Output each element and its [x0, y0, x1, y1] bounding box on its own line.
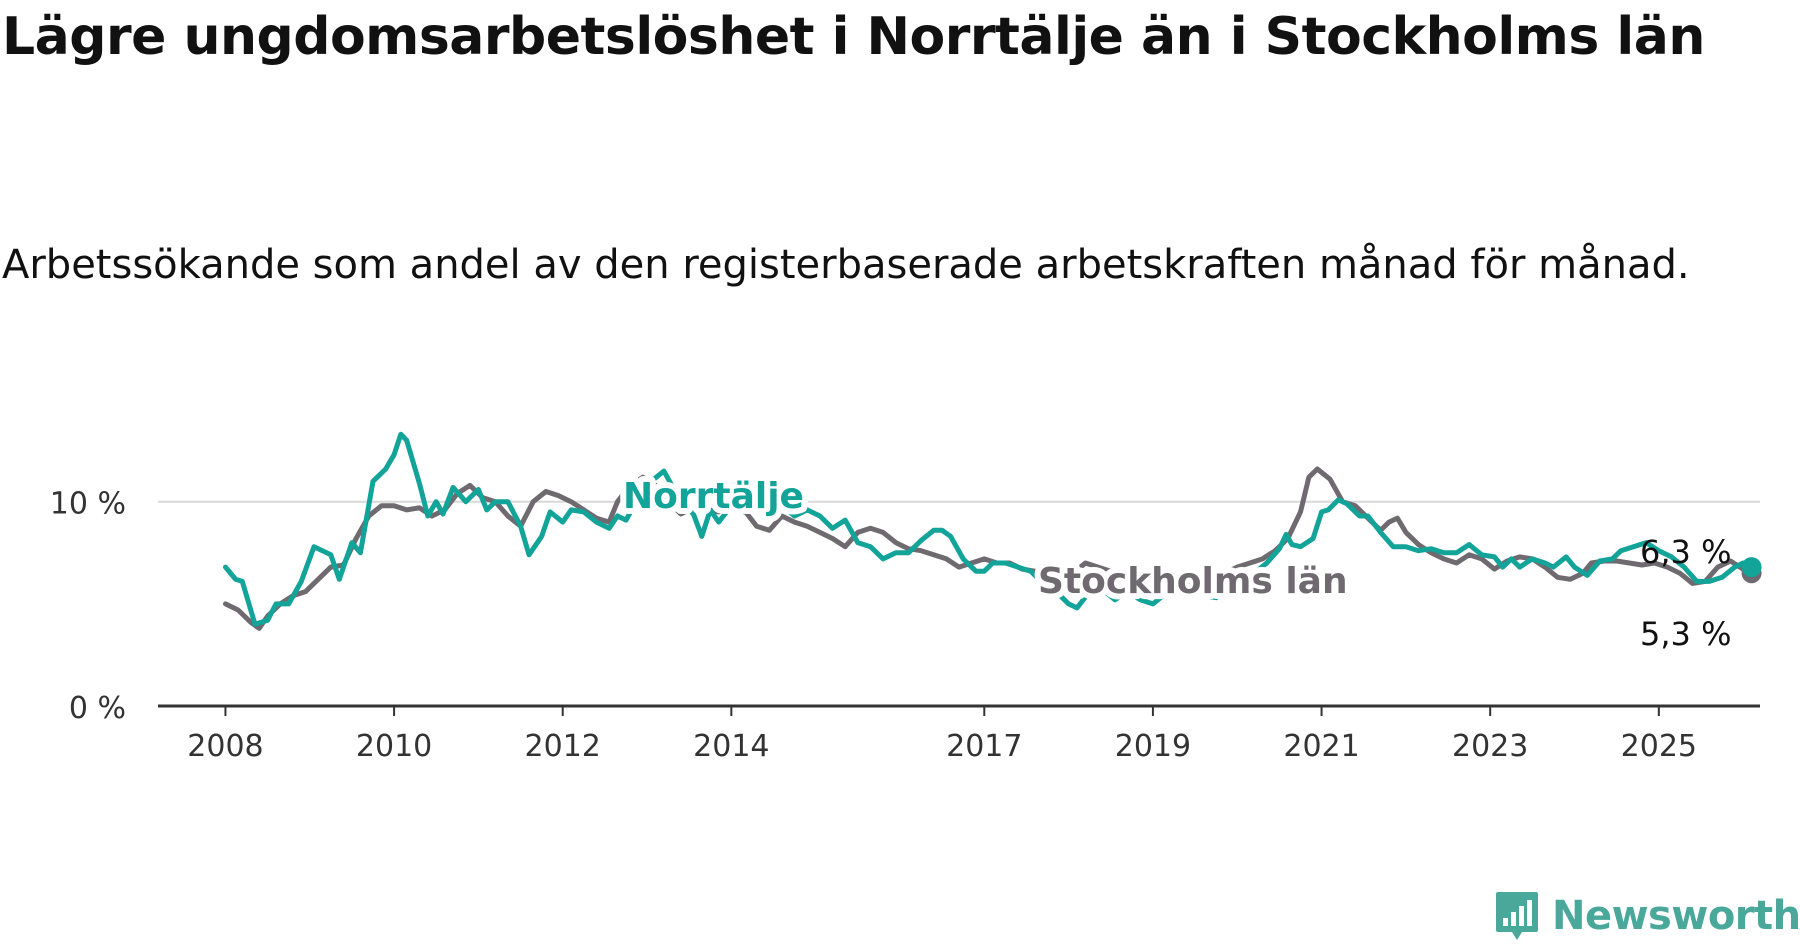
end-point-norrtalje — [1741, 557, 1762, 578]
series-label-norrtalje-halo: Norrtälje — [623, 476, 804, 517]
x-tick-label: 2008 — [187, 729, 263, 764]
y-tick-label: 10 % — [50, 487, 126, 522]
y-tick-label: 0 % — [69, 691, 126, 726]
newsworthy-chart-icon — [1496, 892, 1538, 940]
end-label-norrtalje: 5,3 % — [1640, 615, 1731, 653]
x-tick-label: 2010 — [356, 729, 432, 764]
series-label-norrtalje: Norrtälje — [623, 476, 804, 517]
x-tick-label: 2017 — [946, 729, 1022, 764]
series-line-stockholms-lan — [223, 466, 1755, 631]
logo-text: Newsworthy — [1552, 893, 1800, 939]
x-tick-label: 2019 — [1115, 729, 1191, 764]
series-label-stockholms-lan: Stockholms län — [1038, 561, 1348, 602]
chart-subtitle: Arbetssökande som andel av den registerb… — [2, 242, 1690, 288]
x-tick-label: 2021 — [1283, 729, 1359, 764]
x-tick-label: 2025 — [1621, 729, 1697, 764]
series-line-norrtalje — [223, 431, 1755, 627]
end-label-stockholms-lan: 6,3 % — [1640, 533, 1731, 571]
x-tick-label: 2012 — [525, 729, 601, 764]
series-label-stockholms-lan-halo: Stockholms län — [1038, 561, 1348, 602]
chart-title: Lägre ungdomsarbetslöshet i Norrtälje än… — [2, 7, 1705, 67]
x-tick-label: 2023 — [1452, 729, 1528, 764]
x-tick-label: 2014 — [693, 729, 769, 764]
newsworthy-logo: Newsworthy — [1494, 890, 1800, 942]
